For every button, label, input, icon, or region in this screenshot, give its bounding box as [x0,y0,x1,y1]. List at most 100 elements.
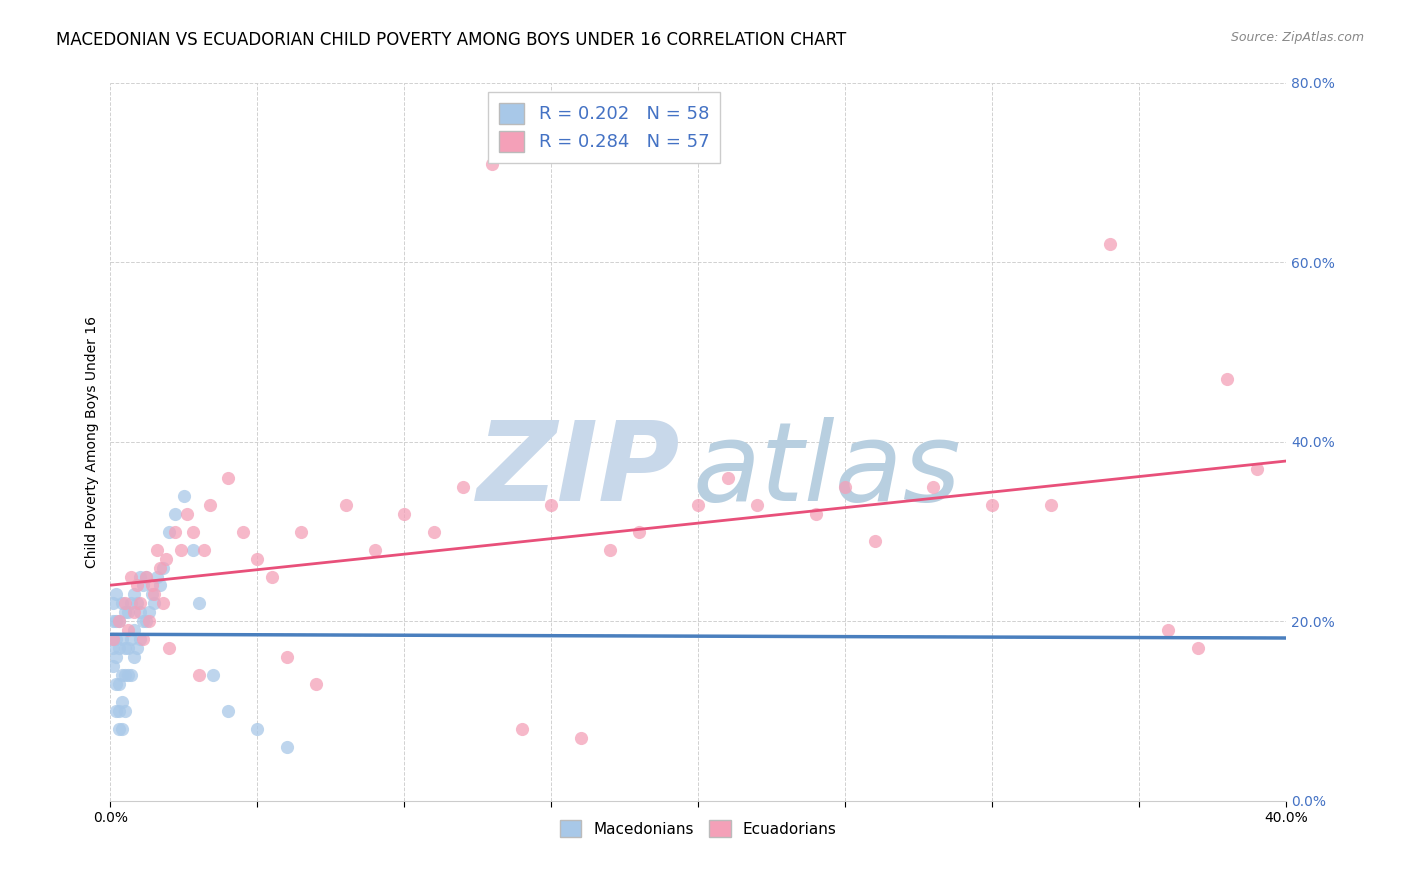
Point [181,524,204,539]
Point [141,587,163,601]
Point [114,704,136,718]
Point [149,560,172,574]
Point [510,722,533,736]
Text: ZIP: ZIP [477,417,681,524]
Point [105,704,128,718]
Point [1187,641,1209,656]
Point [173,489,195,503]
Point [108,615,131,629]
Point [120,569,142,583]
Point [103,632,125,647]
Point [114,641,136,656]
Point [138,606,160,620]
Point [125,578,148,592]
Point [105,650,128,665]
Point [111,632,134,647]
Point [132,615,155,629]
Point [246,551,269,566]
Point [117,668,139,682]
Point [165,507,187,521]
Point [628,524,651,539]
Point [305,677,328,691]
Point [117,641,139,656]
Point [120,632,142,647]
Point [422,524,444,539]
Point [141,578,163,592]
Point [108,722,131,736]
Point [111,722,134,736]
Point [122,624,145,638]
Point [152,560,174,574]
Point [143,597,166,611]
Point [155,551,177,566]
Point [128,597,150,611]
Point [217,704,239,718]
Point [125,641,148,656]
Point [138,615,160,629]
Point [1246,462,1268,476]
Point [157,641,180,656]
Point [111,695,134,709]
Point [290,524,312,539]
Point [364,542,387,557]
Text: MACEDONIAN VS ECUADORIAN CHILD POVERTY AMONG BOYS UNDER 16 CORRELATION CHART: MACEDONIAN VS ECUADORIAN CHILD POVERTY A… [56,31,846,49]
Text: atlas: atlas [692,417,960,524]
Point [569,731,592,745]
Point [128,606,150,620]
Point [834,480,856,494]
Legend: Macedonians, Ecuadorians: Macedonians, Ecuadorians [554,814,842,844]
Point [108,615,131,629]
Point [103,615,125,629]
Point [128,569,150,583]
Point [103,597,125,611]
Text: Source: ZipAtlas.com: Source: ZipAtlas.com [1230,31,1364,45]
Point [246,722,269,736]
Point [149,578,172,592]
Point [981,498,1004,512]
Point [103,632,125,647]
Point [114,668,136,682]
Point [143,587,166,601]
Point [122,587,145,601]
Point [170,542,193,557]
Point [135,615,157,629]
Point [804,507,827,521]
Y-axis label: Child Poverty Among Boys Under 16: Child Poverty Among Boys Under 16 [86,316,100,568]
Point [122,650,145,665]
Point [276,739,298,754]
Point [111,668,134,682]
Point [114,606,136,620]
Point [108,704,131,718]
Point [146,542,169,557]
Point [394,507,416,521]
Point [193,542,215,557]
Point [111,597,134,611]
Point [135,569,157,583]
Point [181,542,204,557]
Point [117,606,139,620]
Point [132,632,155,647]
Point [202,668,225,682]
Point [260,569,283,583]
Point [1157,624,1180,638]
Point [1039,498,1062,512]
Point [165,524,187,539]
Point [481,157,503,171]
Point [232,524,254,539]
Point [200,498,222,512]
Point [217,471,239,485]
Point [105,615,128,629]
Point [745,498,768,512]
Point [152,597,174,611]
Point [599,542,621,557]
Point [157,524,180,539]
Point [105,632,128,647]
Point [120,668,142,682]
Point [922,480,945,494]
Point [108,677,131,691]
Point [128,632,150,647]
Point [863,533,886,548]
Point [125,597,148,611]
Point [1098,237,1121,252]
Point [1216,372,1239,386]
